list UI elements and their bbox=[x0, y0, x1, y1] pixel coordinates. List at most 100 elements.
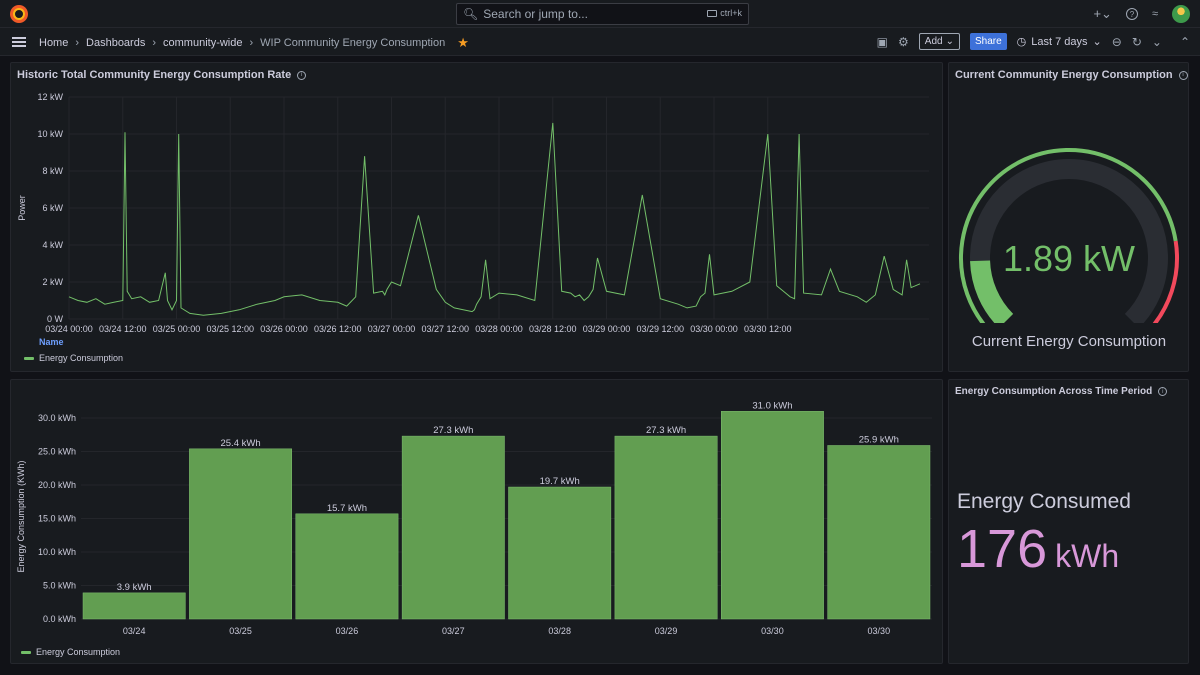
x-tick-label: 03/24 bbox=[123, 626, 146, 636]
legend-item[interactable]: Energy Consumption bbox=[24, 353, 123, 363]
help-icon[interactable]: ? bbox=[1125, 8, 1138, 20]
panel-title[interactable]: Historic Total Community Energy Consumpt… bbox=[17, 69, 307, 81]
stat-panel: Energy Consumption Across Time Period i … bbox=[948, 379, 1189, 664]
y-tick-label: 10 kW bbox=[37, 129, 63, 139]
gauge-chart: 1.89 kW bbox=[959, 148, 1179, 323]
legend-swatch bbox=[24, 356, 34, 360]
breadcrumb: Home › Dashboards › community-wide › WIP… bbox=[39, 35, 469, 51]
y-tick-label: 0.0 kWh bbox=[43, 614, 76, 624]
x-tick-label: 03/25 bbox=[229, 626, 252, 636]
search-icon: 🔍︎ bbox=[463, 7, 479, 21]
add-button[interactable]: Add ⌄ bbox=[918, 33, 960, 50]
timeseries-chart[interactable]: 0 W 2 kW 4 kW 6 kW 8 kW 10 kW 12 kW 03/24 00:00… bbox=[11, 83, 942, 373]
timeseries-title: Historic Total Community Energy Consumpt… bbox=[17, 69, 292, 81]
panel-title[interactable]: Current Community Energy Consumption i bbox=[955, 69, 1188, 81]
stat-unit: kWh bbox=[1055, 538, 1120, 574]
rss-icon[interactable]: ≈ bbox=[1151, 8, 1158, 20]
y-axis-label: Power bbox=[17, 195, 27, 221]
bar-0 bbox=[82, 592, 186, 620]
collapse-icon[interactable]: ⌃ bbox=[1179, 34, 1190, 49]
bar-value-label: 27.3 kWh bbox=[646, 425, 686, 436]
legend-label: Energy Consumption bbox=[36, 647, 121, 657]
gear-icon[interactable]: ⚙ bbox=[898, 34, 909, 49]
breadcrumb-dashboard-title: WIP Community Energy Consumption bbox=[260, 37, 446, 49]
y-tick-label: 25.0 kWh bbox=[38, 447, 76, 457]
gauge-threshold-ok bbox=[959, 148, 1178, 323]
share-button[interactable]: Share bbox=[969, 33, 1007, 50]
search-shortcut: ctrl+k bbox=[720, 8, 742, 18]
grafana-logo-icon[interactable] bbox=[10, 5, 28, 23]
chevron-down-icon: ⌄ bbox=[945, 36, 954, 47]
bar-value-label: 19.7 kWh bbox=[540, 476, 580, 487]
chevron-right-icon: › bbox=[249, 37, 254, 49]
info-icon[interactable]: i bbox=[1158, 387, 1168, 396]
x-tick-label: 03/27 00:00 bbox=[368, 324, 416, 334]
y-tick-label: 4 kW bbox=[42, 240, 63, 250]
breadcrumb-folder[interactable]: community-wide bbox=[163, 37, 243, 49]
time-range-label: Last 7 days bbox=[1031, 35, 1088, 48]
bar-value-label: 31.0 kWh bbox=[752, 400, 792, 411]
refresh-icon[interactable]: ↻ bbox=[1131, 34, 1142, 49]
time-range-picker[interactable]: ◷ Last 7 days ⌄ bbox=[1016, 35, 1102, 49]
y-axis-label: Energy Consumption (KWh) bbox=[16, 460, 26, 572]
plus-icon[interactable]: +⌄ bbox=[1093, 6, 1112, 21]
avatar[interactable] bbox=[1172, 5, 1190, 23]
y-tick-label: 0 W bbox=[47, 314, 64, 324]
zoom-out-icon[interactable]: ⊖ bbox=[1111, 34, 1122, 49]
y-tick-label: 15.0 kWh bbox=[38, 514, 76, 524]
stat-number: 176 bbox=[957, 519, 1048, 579]
x-tick-label: 03/26 00:00 bbox=[260, 324, 308, 334]
x-tick-label: 03/29 bbox=[655, 626, 678, 636]
dashboard-nav-bar: Home › Dashboards › community-wide › WIP… bbox=[0, 28, 1200, 56]
bar-value-label: 3.9 kWh bbox=[117, 582, 152, 593]
bar-chart-panel: 0.0 kWh 5.0 kWh 10.0 kWh 15.0 kWh 20.0 kWh 25… bbox=[10, 379, 943, 664]
x-tick-label: 03/28 00:00 bbox=[475, 324, 523, 334]
y-tick-label: 6 kW bbox=[42, 203, 63, 213]
x-tick-label: 03/25 00:00 bbox=[153, 324, 201, 334]
search-input[interactable]: 🔍︎ Search or jump to... ctrl+k bbox=[456, 3, 749, 25]
x-tick-label: 03/24 00:00 bbox=[45, 324, 93, 334]
stat-title: Energy Consumption Across Time Period bbox=[955, 386, 1153, 397]
chevron-down-icon: ⌄ bbox=[1092, 36, 1102, 48]
breadcrumb-dashboards[interactable]: Dashboards bbox=[86, 37, 146, 49]
gauge-label: Current Energy Consumption bbox=[971, 333, 1167, 350]
keyboard-icon bbox=[707, 9, 718, 17]
y-tick-label: 12 kW bbox=[37, 92, 63, 102]
refresh-interval-chevron-icon[interactable]: ⌄ bbox=[1151, 34, 1162, 49]
y-tick-label: 2 kW bbox=[42, 277, 63, 287]
bar-value-label: 25.4 kWh bbox=[220, 438, 260, 449]
clock-icon: ◷ bbox=[1016, 36, 1027, 48]
y-tick-label: 30.0 kWh bbox=[38, 413, 76, 423]
bar-value-label: 15.7 kWh bbox=[327, 503, 367, 514]
menu-icon[interactable] bbox=[12, 37, 26, 47]
y-tick-label: 8 kW bbox=[42, 166, 63, 176]
gauge-panel: Current Community Energy Consumption i 1… bbox=[948, 62, 1189, 372]
bar-6 bbox=[721, 411, 824, 620]
x-tick-label: 03/30 bbox=[761, 626, 784, 636]
legend-item[interactable]: Energy Consumption bbox=[21, 647, 120, 657]
legend-label: Energy Consumption bbox=[39, 353, 124, 363]
gauge-value: 1.89 kW bbox=[1003, 238, 1135, 279]
gauge-title: Current Community Energy Consumption bbox=[955, 69, 1173, 81]
panel-title[interactable]: Energy Consumption Across Time Period i bbox=[955, 386, 1168, 397]
bar-7 bbox=[827, 445, 931, 620]
bar-3 bbox=[401, 435, 505, 620]
bar-value-label: 25.9 kWh bbox=[859, 434, 899, 445]
save-icon[interactable]: ▣ bbox=[876, 34, 889, 49]
star-icon[interactable]: ★ bbox=[457, 35, 469, 50]
timeseries-panel: Historic Total Community Energy Consumpt… bbox=[10, 62, 943, 372]
info-icon[interactable]: i bbox=[1178, 70, 1188, 80]
x-tick-label: 03/29 00:00 bbox=[583, 324, 631, 334]
bar-chart[interactable]: 0.0 kWh 5.0 kWh 10.0 kWh 15.0 kWh 20.0 kWh 25… bbox=[11, 384, 942, 644]
info-icon[interactable]: i bbox=[297, 70, 307, 80]
x-tick-label: 03/25 12:00 bbox=[206, 324, 254, 334]
x-tick-label: 03/26 bbox=[336, 626, 359, 636]
x-tick-label: 03/30 00:00 bbox=[690, 324, 738, 334]
x-tick-label: 03/27 bbox=[442, 626, 465, 636]
x-tick-label: 03/30 bbox=[868, 626, 891, 636]
legend-header: Name bbox=[39, 337, 64, 347]
search-placeholder: Search or jump to... bbox=[483, 7, 588, 21]
breadcrumb-home[interactable]: Home bbox=[39, 37, 69, 49]
y-tick-label: 20.0 kWh bbox=[38, 480, 76, 490]
x-tick-label: 03/28 bbox=[548, 626, 571, 636]
